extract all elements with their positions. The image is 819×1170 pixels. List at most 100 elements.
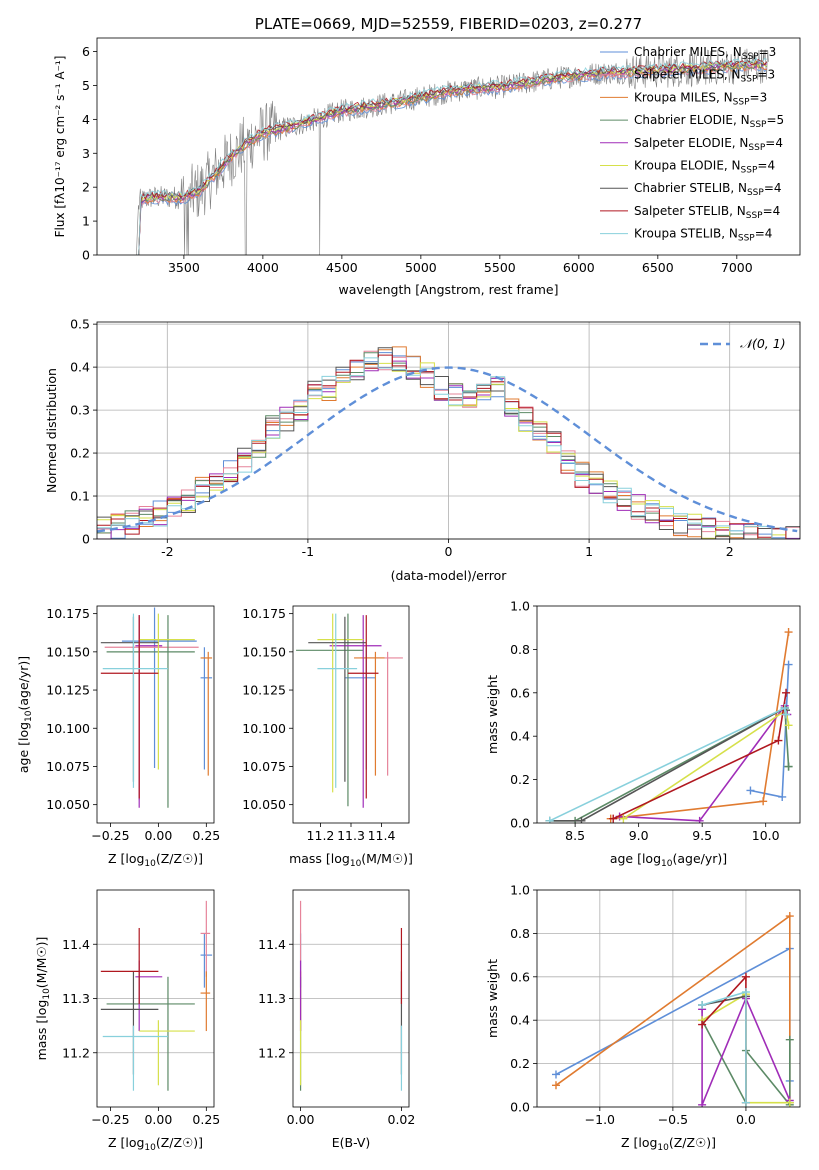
- mass-vs-z-panel: −0.25 0.00 0.25 11.2 11.3 11.4 Z [log10(Z/Z☉)]…: [34, 889, 220, 1153]
- x-tick-label: 5500: [484, 260, 516, 275]
- weight-marker: [695, 816, 704, 823]
- y-tick-label: 6: [82, 44, 90, 59]
- x-tick-label: 9.5: [692, 828, 712, 843]
- y-tick-label: 0: [82, 248, 90, 263]
- histograms: [97, 346, 800, 539]
- y-tick-label: 1: [82, 214, 90, 229]
- weight-marker: [784, 721, 793, 730]
- y-tick-label: 11.3: [258, 991, 286, 1006]
- legend-label: Kroupa STELIB, NSSP=4: [634, 227, 772, 244]
- x-tick-label: 6500: [642, 260, 674, 275]
- x-axis-label: Z [log10(Z/Z☉)]: [108, 851, 203, 869]
- x-tick-label: 0.02: [388, 1112, 416, 1127]
- weight-marker: [784, 762, 793, 771]
- axes-frame: [536, 889, 801, 1108]
- x-tick-label: 4500: [326, 260, 358, 275]
- x-tick-label: −0.5: [658, 1112, 688, 1127]
- y-tick-label: 10.100: [242, 721, 286, 736]
- x-tick-label: 0.0: [736, 1112, 756, 1127]
- legend-label: Salpeter STELIB, NSSP=4: [634, 204, 780, 221]
- figure-title: PLATE=0669, MJD=52559, FIBERID=0203, z=0…: [255, 15, 642, 33]
- y-tick-label: 11.4: [62, 937, 90, 952]
- y-tick-label: 5: [82, 78, 90, 93]
- legend-label: Kroupa MILES, NSSP=3: [634, 90, 767, 107]
- y-tick-label: 0.3: [70, 403, 90, 418]
- y-tick-label: 0.4: [510, 1013, 530, 1028]
- x-tick-label: 0.25: [192, 828, 220, 843]
- y-tick-label: 4: [82, 112, 90, 127]
- weight-marker: [759, 797, 768, 806]
- histogram-step: [97, 360, 800, 539]
- x-tick-label: 0.25: [192, 1112, 220, 1127]
- weight-marker: [782, 710, 791, 719]
- x-axis-label: mass [log10(M/M☉)]: [289, 851, 413, 869]
- y-tick-label: 0.8: [510, 926, 530, 941]
- y-axis-label: Flux [fλ10⁻¹⁷ erg cm⁻² s⁻¹ A⁻¹]: [53, 56, 67, 238]
- weight-marker: [784, 660, 793, 669]
- y-tick-label: 10.125: [242, 683, 286, 698]
- axes-frame: [292, 605, 410, 824]
- x-tick-label: 11.3: [337, 828, 365, 843]
- axes-frame: [96, 889, 215, 1108]
- x-tick-label: 0: [445, 544, 453, 559]
- x-tick-label: 0.00: [144, 1112, 172, 1127]
- weight-line: [701, 996, 791, 1106]
- model-fit-line: [136, 63, 768, 255]
- legend-label: Salpeter MILES, NSSP=3: [634, 68, 775, 85]
- y-tick-label: 2: [82, 180, 90, 195]
- y-tick-label: 1.0: [510, 599, 530, 614]
- x-tick-label: 4000: [247, 260, 279, 275]
- x-axis-label: age [log10(age/yr)]: [610, 851, 727, 869]
- weight-marker: [785, 1035, 794, 1044]
- x-tick-label: −1.0: [585, 1112, 615, 1127]
- y-tick-label: 10.100: [46, 721, 90, 736]
- y-axis-label: mass [log10(M/M☉)]: [34, 937, 52, 1061]
- weight-marker: [746, 786, 755, 795]
- error-bars: [296, 613, 403, 808]
- error-bars: [299, 900, 403, 1091]
- weight-marker: [774, 736, 783, 745]
- legend-label: Chabrier ELODIE, NSSP=5: [634, 113, 784, 130]
- weight-marker: [577, 816, 586, 823]
- histogram-step: [97, 347, 800, 539]
- x-tick-label: 11.2: [307, 828, 335, 843]
- x-tick-label: 8.5: [565, 828, 585, 843]
- x-tick-label: −0.25: [91, 828, 129, 843]
- y-tick-label: 10.150: [242, 644, 286, 659]
- x-tick-label: 0.00: [287, 1112, 315, 1127]
- x-axis-label: wavelength [Angstrom, rest frame]: [338, 282, 558, 297]
- weight-marker: [741, 1098, 750, 1107]
- y-tick-label: 0.6: [510, 969, 530, 984]
- error-bars: [100, 900, 213, 1091]
- spectrum-panel: 3500 4000 4500 5000 5500 6000 6500 7000 0 1 2 3 4 5 6 w…: [53, 37, 801, 297]
- y-tick-label: 0.2: [510, 772, 530, 787]
- y-tick-label: 3: [82, 146, 90, 161]
- x-tick-label: 6000: [563, 260, 595, 275]
- weight-marker: [741, 972, 750, 981]
- weight-marker: [780, 703, 789, 712]
- x-axis-label: Z [log10(Z/Z☉)]: [621, 1135, 716, 1153]
- normal-curve: [97, 366, 798, 533]
- y-tick-label: 10.175: [46, 606, 90, 621]
- y-tick-label: 0.8: [510, 642, 530, 657]
- weight-marker: [741, 987, 750, 996]
- weight-lines: [545, 628, 793, 823]
- age-vs-mass-panel: 11.2 11.3 11.4 10.050 10.075 10.100 10.125 10.1…: [242, 605, 413, 869]
- legend: Chabrier MILES, NSSP=3 Salpeter MILES, NS…: [600, 45, 784, 244]
- x-tick-label: 0.00: [144, 828, 172, 843]
- legend-label: 𝒩(0, 1): [740, 336, 786, 351]
- weight-marker: [619, 814, 628, 823]
- y-tick-label: 1.0: [510, 883, 530, 898]
- y-tick-label: 0.4: [510, 729, 530, 744]
- y-tick-label: 10.075: [46, 759, 90, 774]
- histogram-step: [97, 357, 800, 539]
- y-tick-label: 10.050: [242, 797, 286, 812]
- weight-vs-age-panel: 8.5 9.0 9.5 10.0 0.0 0.2 0.4 0.6 0.8 1.0 age [log1…: [485, 599, 801, 869]
- model-fit-line: [136, 57, 767, 255]
- mass-vs-ebv-panel: 0.00 0.02 11.2 11.3 11.4 E(B-V): [258, 889, 416, 1150]
- y-tick-label: 11.4: [258, 937, 286, 952]
- spectrum-lines: [136, 48, 769, 255]
- y-tick-label: 0.0: [510, 1100, 530, 1115]
- y-tick-label: 0.0: [510, 816, 530, 831]
